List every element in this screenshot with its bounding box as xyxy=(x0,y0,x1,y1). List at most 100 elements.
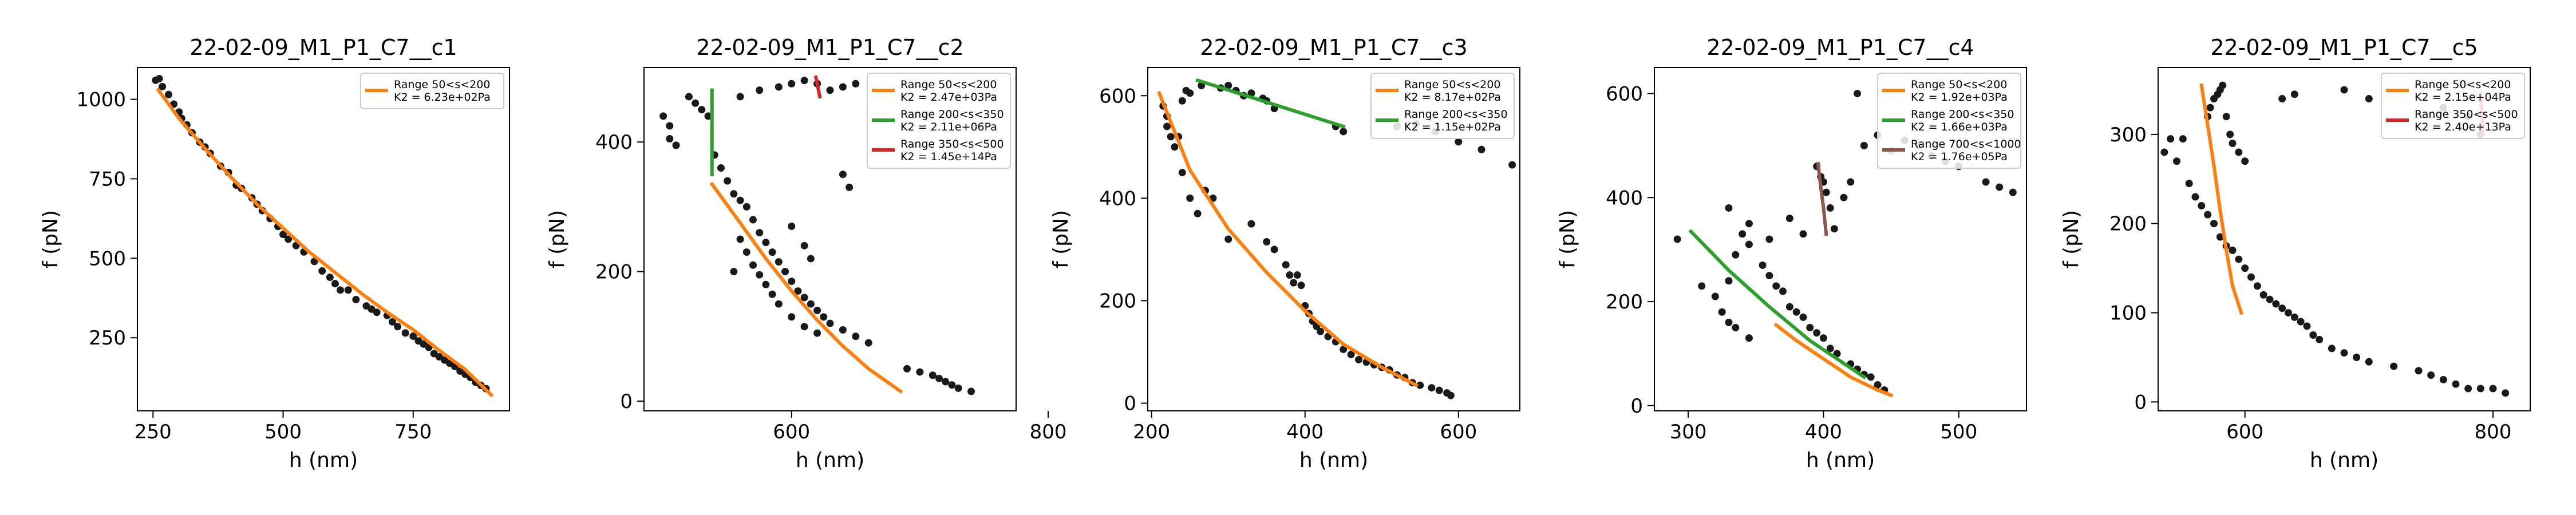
legend-range-label: Range 50<s<200 xyxy=(1911,78,2007,91)
data-point xyxy=(1830,225,1838,233)
data-point xyxy=(2173,157,2180,165)
data-point xyxy=(1745,220,1753,228)
chart-panel-5: 22-02-09_M1_P1_C7__c5 600 800 0 100 200 300 h (… xyxy=(2060,35,2531,472)
data-point xyxy=(1186,194,1194,202)
legend-range-label: Range 50<s<200 xyxy=(900,78,997,91)
legend-k2-label: K2 = 2.11e+06Pa xyxy=(900,121,997,133)
data-point xyxy=(839,171,847,179)
plot-area xyxy=(1673,89,2017,398)
y-tick-label: 200 xyxy=(2109,213,2147,236)
x-tick-label: 600 xyxy=(2226,421,2263,443)
data-point xyxy=(807,300,815,308)
data-point xyxy=(659,112,667,120)
data-point xyxy=(756,271,764,279)
x-tick-label: 800 xyxy=(2475,421,2512,443)
data-point xyxy=(800,77,808,85)
data-point xyxy=(2464,385,2472,393)
x-axis-label: h (nm) xyxy=(289,449,358,472)
x-tick-label: 250 xyxy=(135,421,172,443)
data-point xyxy=(1186,89,1194,97)
data-point xyxy=(337,286,345,294)
data-point xyxy=(1745,334,1753,342)
data-point xyxy=(1477,145,1485,153)
x-tick-label: 200 xyxy=(1133,421,1170,443)
x-tick-label: 750 xyxy=(394,421,432,443)
legend-k2-label: K2 = 2.15e+04Pa xyxy=(2415,91,2511,104)
data-point xyxy=(318,267,326,275)
data-point xyxy=(942,378,950,386)
data-point xyxy=(2340,86,2348,94)
data-point xyxy=(852,80,860,88)
x-tick-label: 500 xyxy=(264,421,302,443)
y-tick-label: 400 xyxy=(1099,187,1136,210)
data-point xyxy=(1455,138,1463,146)
data-point xyxy=(2390,362,2398,370)
fit-line-orange xyxy=(1157,90,1419,388)
data-point xyxy=(724,177,732,185)
data-point xyxy=(1813,329,1821,337)
data-point xyxy=(903,365,911,373)
legend-range-label: Range 50<s<200 xyxy=(394,78,490,91)
data-point xyxy=(967,387,975,395)
data-point xyxy=(775,300,783,308)
data-point xyxy=(1765,272,1773,280)
data-point xyxy=(2206,104,2214,112)
x-tick-label: 300 xyxy=(1670,421,1707,443)
x-axis-label: h (nm) xyxy=(2310,449,2379,472)
fit-line-brown xyxy=(1816,161,1828,236)
data-point xyxy=(954,384,962,392)
data-point xyxy=(768,248,776,256)
data-point xyxy=(401,329,409,337)
data-point xyxy=(768,290,776,298)
data-point xyxy=(1508,161,1516,169)
data-point xyxy=(2191,193,2199,201)
data-point xyxy=(864,339,872,347)
data-point xyxy=(1806,324,1814,332)
chart-title: 22-02-09_M1_P1_C7__c3 xyxy=(1200,35,1467,60)
y-tick-label: 600 xyxy=(1606,82,1643,105)
legend-range-label: Range 200<s<350 xyxy=(1911,108,2014,121)
data-point xyxy=(1163,122,1171,130)
data-point xyxy=(1290,279,1298,287)
data-point xyxy=(352,296,360,304)
legend-range-label: Range 350<s<500 xyxy=(2415,108,2518,121)
legend-range-label: Range 50<s<200 xyxy=(2415,78,2511,91)
data-point xyxy=(1765,235,1773,243)
data-point xyxy=(2219,81,2227,89)
data-point xyxy=(717,164,725,172)
data-point xyxy=(1194,209,1202,217)
data-point xyxy=(2316,335,2324,343)
data-point xyxy=(1224,81,1232,89)
data-point xyxy=(2415,367,2423,375)
data-point xyxy=(756,229,764,237)
chart-panel-2: 22-02-09_M1_P1_C7__c2 600 800 0 200 400 h (nm)… xyxy=(546,35,1066,472)
data-point xyxy=(692,99,700,107)
y-tick-label: 600 xyxy=(1099,85,1136,108)
data-point xyxy=(742,203,750,211)
data-point xyxy=(2259,291,2267,299)
data-point xyxy=(1673,235,1681,243)
legend-k2-label: K2 = 1.15e+02Pa xyxy=(1404,121,1501,133)
data-point xyxy=(1833,350,1841,358)
data-point xyxy=(1340,128,1348,136)
data-point xyxy=(1779,287,1787,295)
data-point xyxy=(1718,308,1726,316)
data-point xyxy=(2328,344,2336,352)
data-point xyxy=(1347,350,1355,358)
data-point xyxy=(1840,193,1848,201)
data-point xyxy=(1745,240,1753,248)
data-point xyxy=(394,323,402,331)
fit-line-orange xyxy=(709,181,903,394)
data-point xyxy=(1270,245,1278,253)
y-axis-label: f (pN) xyxy=(39,210,62,268)
legend-k2-label: K2 = 2.47e+03Pa xyxy=(900,91,997,104)
fit-line-orange xyxy=(2199,83,2243,315)
y-axis-label: f (pN) xyxy=(1049,210,1073,268)
data-point xyxy=(2160,148,2168,156)
data-point xyxy=(788,278,796,286)
data-point xyxy=(373,308,381,316)
data-point xyxy=(1317,327,1325,335)
data-point xyxy=(698,106,706,114)
